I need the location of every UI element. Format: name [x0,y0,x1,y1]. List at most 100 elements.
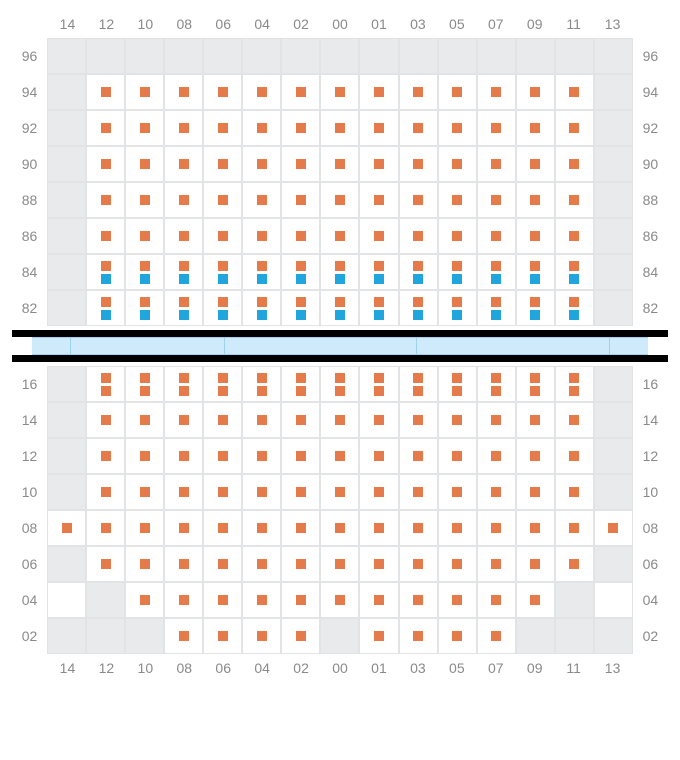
seat-cell[interactable] [320,290,359,326]
seat-cell[interactable] [438,582,477,618]
seat-cell[interactable] [320,182,359,218]
seat-cell[interactable] [594,510,633,546]
seat-cell[interactable] [203,618,242,654]
seat-cell[interactable] [516,438,555,474]
seat-cell[interactable] [203,402,242,438]
seat-cell[interactable] [281,474,320,510]
seat-cell[interactable] [164,182,203,218]
seat-cell[interactable] [516,218,555,254]
seat-cell[interactable] [555,110,594,146]
seat-cell[interactable] [125,74,164,110]
seat-cell[interactable] [438,110,477,146]
seat-cell[interactable] [359,402,398,438]
seat-cell[interactable] [242,510,281,546]
seat-cell[interactable] [320,510,359,546]
seat-cell[interactable] [203,218,242,254]
seat-cell[interactable] [438,474,477,510]
seat-cell[interactable] [399,366,438,402]
seat-cell[interactable] [164,510,203,546]
seat-cell[interactable] [203,182,242,218]
seat-cell[interactable] [555,510,594,546]
seat-cell[interactable] [125,218,164,254]
seat-cell[interactable] [242,74,281,110]
seat-cell[interactable] [516,474,555,510]
seat-cell[interactable] [86,254,125,290]
seat-cell[interactable] [125,402,164,438]
seat-cell[interactable] [555,402,594,438]
seat-cell[interactable] [86,74,125,110]
seat-cell[interactable] [281,438,320,474]
seat-cell[interactable] [438,182,477,218]
seat-cell[interactable] [86,546,125,582]
seat-cell[interactable] [516,546,555,582]
seat-cell[interactable] [477,218,516,254]
seat-cell[interactable] [242,402,281,438]
seat-cell[interactable] [242,474,281,510]
seat-cell[interactable] [477,182,516,218]
seat-cell[interactable] [477,402,516,438]
seat-cell[interactable] [203,146,242,182]
seat-cell[interactable] [477,582,516,618]
seat-cell[interactable] [125,438,164,474]
seat-cell[interactable] [320,402,359,438]
seat-cell[interactable] [438,290,477,326]
seat-cell[interactable] [477,618,516,654]
seat-cell[interactable] [555,146,594,182]
seat-cell[interactable] [399,254,438,290]
seat-cell[interactable] [281,366,320,402]
seat-cell[interactable] [203,254,242,290]
seat-cell[interactable] [359,290,398,326]
seat-cell[interactable] [242,546,281,582]
seat-cell[interactable] [320,582,359,618]
seat-cell[interactable] [203,366,242,402]
seat-cell[interactable] [320,438,359,474]
seat-cell[interactable] [399,146,438,182]
seat-cell[interactable] [399,474,438,510]
seat-cell[interactable] [86,146,125,182]
seat-cell[interactable] [242,366,281,402]
seat-cell[interactable] [477,474,516,510]
seat-cell[interactable] [359,510,398,546]
seat-cell[interactable] [438,618,477,654]
seat-cell[interactable] [438,218,477,254]
seat-cell[interactable] [477,438,516,474]
seat-cell[interactable] [86,290,125,326]
seat-cell[interactable] [203,290,242,326]
seat-cell[interactable] [125,110,164,146]
seat-cell[interactable] [399,290,438,326]
seat-cell[interactable] [164,582,203,618]
seat-cell[interactable] [399,74,438,110]
seat-cell[interactable] [399,510,438,546]
seat-cell[interactable] [281,254,320,290]
seat-cell[interactable] [281,182,320,218]
seat-cell[interactable] [320,254,359,290]
seat-cell[interactable] [164,254,203,290]
seat-cell[interactable] [242,146,281,182]
seat-cell[interactable] [47,510,86,546]
seat-cell[interactable] [242,618,281,654]
seat-cell[interactable] [281,290,320,326]
seat-cell[interactable] [203,110,242,146]
seat-cell[interactable] [125,510,164,546]
seat-cell[interactable] [164,618,203,654]
seat-cell[interactable] [164,146,203,182]
seat-cell[interactable] [86,474,125,510]
seat-cell[interactable] [320,146,359,182]
seat-cell[interactable] [477,366,516,402]
seat-cell[interactable] [281,510,320,546]
seat-cell[interactable] [477,146,516,182]
seat-cell[interactable] [164,366,203,402]
seat-cell[interactable] [359,366,398,402]
seat-cell[interactable] [86,402,125,438]
seat-cell[interactable] [320,74,359,110]
seat-cell[interactable] [86,366,125,402]
seat-cell[interactable] [164,218,203,254]
seat-cell[interactable] [516,402,555,438]
seat-cell[interactable] [242,110,281,146]
seat-cell[interactable] [399,182,438,218]
seat-cell[interactable] [242,438,281,474]
seat-cell[interactable] [399,402,438,438]
seat-cell[interactable] [320,366,359,402]
seat-cell[interactable] [86,218,125,254]
seat-cell[interactable] [281,618,320,654]
